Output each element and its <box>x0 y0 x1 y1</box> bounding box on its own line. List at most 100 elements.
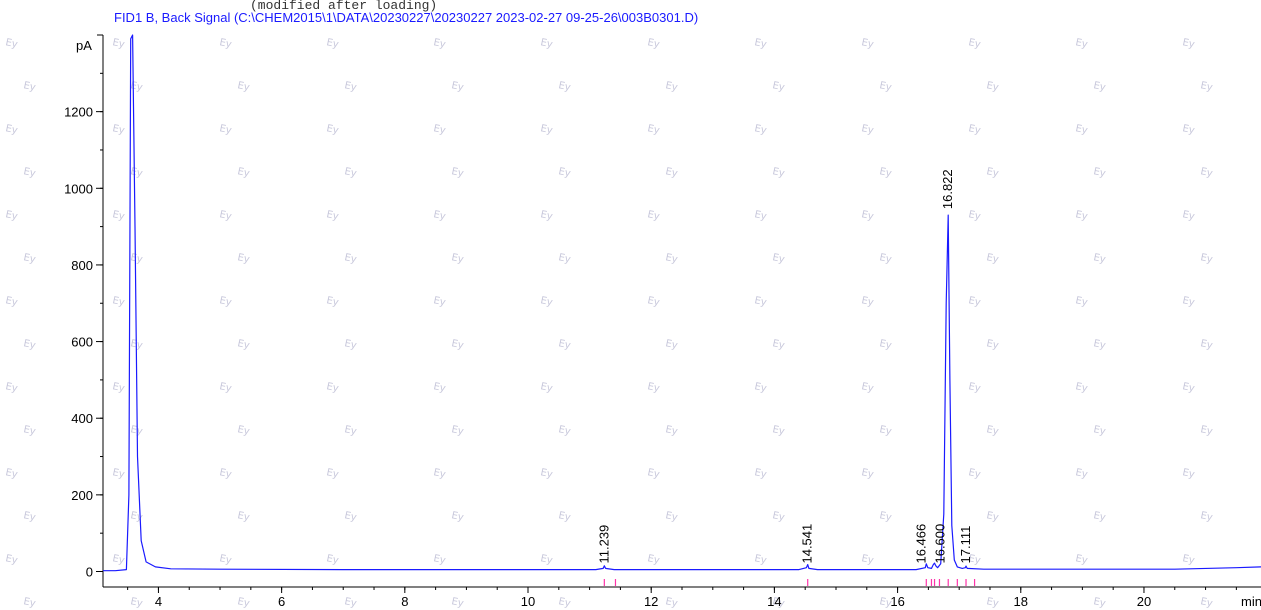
watermark-mark: Ey <box>753 553 767 566</box>
watermark-mark: Ey <box>878 252 892 265</box>
watermark-mark: Ey <box>1181 553 1195 566</box>
watermark-mark: Ey <box>878 338 892 351</box>
watermark-mark: Ey <box>967 381 981 394</box>
watermark-mark: Ey <box>4 123 18 136</box>
watermark-mark: Ey <box>557 510 571 523</box>
x-tick-label: 14 <box>767 594 781 609</box>
watermark-mark: Ey <box>539 37 553 50</box>
watermark-mark: Ey <box>450 596 464 609</box>
watermark-mark: Ey <box>539 553 553 566</box>
watermark-mark: Ey <box>218 123 232 136</box>
watermark-mark: Ey <box>1074 123 1088 136</box>
watermark-mark: Ey <box>343 166 357 179</box>
watermark-mark: Ey <box>753 123 767 136</box>
watermark-mark: Ey <box>967 37 981 50</box>
watermark-mark: Ey <box>985 338 999 351</box>
watermark-mark: Ey <box>343 80 357 93</box>
watermark-mark: Ey <box>236 252 250 265</box>
watermark-mark: Ey <box>1074 209 1088 222</box>
watermark-mark: Ey <box>646 295 660 308</box>
watermark-mark: Ey <box>1092 166 1106 179</box>
watermark-mark: Ey <box>4 209 18 222</box>
watermark-mark: Ey <box>1074 37 1088 50</box>
watermark-mark: Ey <box>218 467 232 480</box>
watermark-mark: Ey <box>985 424 999 437</box>
watermark-mark: Ey <box>771 80 785 93</box>
watermark-mark: Ey <box>1092 338 1106 351</box>
watermark-mark: Ey <box>432 209 446 222</box>
watermark-mark: Ey <box>664 80 678 93</box>
ticks-layer: 0 200 400 600 800 1000 1200 4 6 8 10 12 14 16 18 20 <box>64 72 1237 609</box>
watermark-mark: Ey <box>236 596 250 609</box>
watermark-mark: Ey <box>325 123 339 136</box>
watermark-mark: Ey <box>343 338 357 351</box>
watermark-mark: Ey <box>985 166 999 179</box>
watermark-mark: Ey <box>1074 381 1088 394</box>
watermark-mark: Ey <box>325 553 339 566</box>
watermark-mark: Ey <box>22 596 36 609</box>
watermark-mark: Ey <box>967 123 981 136</box>
watermark-mark: Ey <box>218 209 232 222</box>
watermark-mark: Ey <box>664 166 678 179</box>
event-markers-layer <box>603 579 976 586</box>
watermark-mark: Ey <box>343 424 357 437</box>
watermark-mark: Ey <box>664 338 678 351</box>
watermark-mark: Ey <box>129 424 143 437</box>
watermark-mark: Ey <box>753 37 767 50</box>
watermark-mark: Ey <box>129 510 143 523</box>
watermark-mark: Ey <box>878 80 892 93</box>
watermark-mark: Ey <box>343 252 357 265</box>
watermark-mark: Ey <box>646 123 660 136</box>
watermark-mark: Ey <box>129 252 143 265</box>
watermark-mark: Ey <box>22 338 36 351</box>
watermark-mark: Ey <box>236 338 250 351</box>
watermark-mark: Ey <box>450 510 464 523</box>
watermark-mark: Ey <box>878 166 892 179</box>
watermark-mark: Ey <box>432 553 446 566</box>
watermark-mark: Ey <box>646 381 660 394</box>
watermark-mark: Ey <box>1199 510 1213 523</box>
watermark-mark: Ey <box>325 209 339 222</box>
watermark-mark: Ey <box>771 338 785 351</box>
watermark-mark: Ey <box>1199 252 1213 265</box>
watermark-mark: Ey <box>325 381 339 394</box>
y-tick-label: 1000 <box>64 181 93 196</box>
watermark-layer: Ey Ey Ey Ey Ey Ey Ey Ey Ey Ey Ey Ey Ey Ey Ey Ey Ey Ey Ey Ey… <box>4 37 1213 609</box>
watermark-mark: Ey <box>1074 467 1088 480</box>
watermark-mark: Ey <box>985 596 999 609</box>
watermark-mark: Ey <box>450 80 464 93</box>
watermark-mark: Ey <box>664 424 678 437</box>
watermark-mark: Ey <box>236 424 250 437</box>
watermark-mark: Ey <box>218 37 232 50</box>
watermark-mark: Ey <box>432 467 446 480</box>
watermark-mark: Ey <box>450 252 464 265</box>
x-tick-label: 16 <box>890 594 904 609</box>
watermark-mark: Ey <box>539 123 553 136</box>
x-tick-label: 12 <box>644 594 658 609</box>
watermark-mark: Ey <box>1074 295 1088 308</box>
watermark-mark: Ey <box>664 252 678 265</box>
watermark-mark: Ey <box>967 209 981 222</box>
watermark-mark: Ey <box>771 424 785 437</box>
signal-trace <box>103 34 1261 572</box>
watermark-mark: Ey <box>236 166 250 179</box>
watermark-mark: Ey <box>753 295 767 308</box>
watermark-mark: Ey <box>218 381 232 394</box>
watermark-mark: Ey <box>1181 467 1195 480</box>
watermark-mark: Ey <box>1181 381 1195 394</box>
watermark-mark: Ey <box>967 467 981 480</box>
watermark-mark: Ey <box>664 510 678 523</box>
watermark-mark: Ey <box>4 467 18 480</box>
watermark-mark: Ey <box>111 37 125 50</box>
watermark-mark: Ey <box>771 166 785 179</box>
watermark-mark: Ey <box>432 381 446 394</box>
trace-layer <box>103 34 1261 572</box>
watermark-mark: Ey <box>878 424 892 437</box>
watermark-mark: Ey <box>432 295 446 308</box>
watermark-mark: Ey <box>1074 553 1088 566</box>
watermark-mark: Ey <box>646 37 660 50</box>
watermark-mark: Ey <box>343 596 357 609</box>
watermark-mark: Ey <box>878 596 892 609</box>
watermark-mark: Ey <box>539 467 553 480</box>
watermark-mark: Ey <box>985 80 999 93</box>
